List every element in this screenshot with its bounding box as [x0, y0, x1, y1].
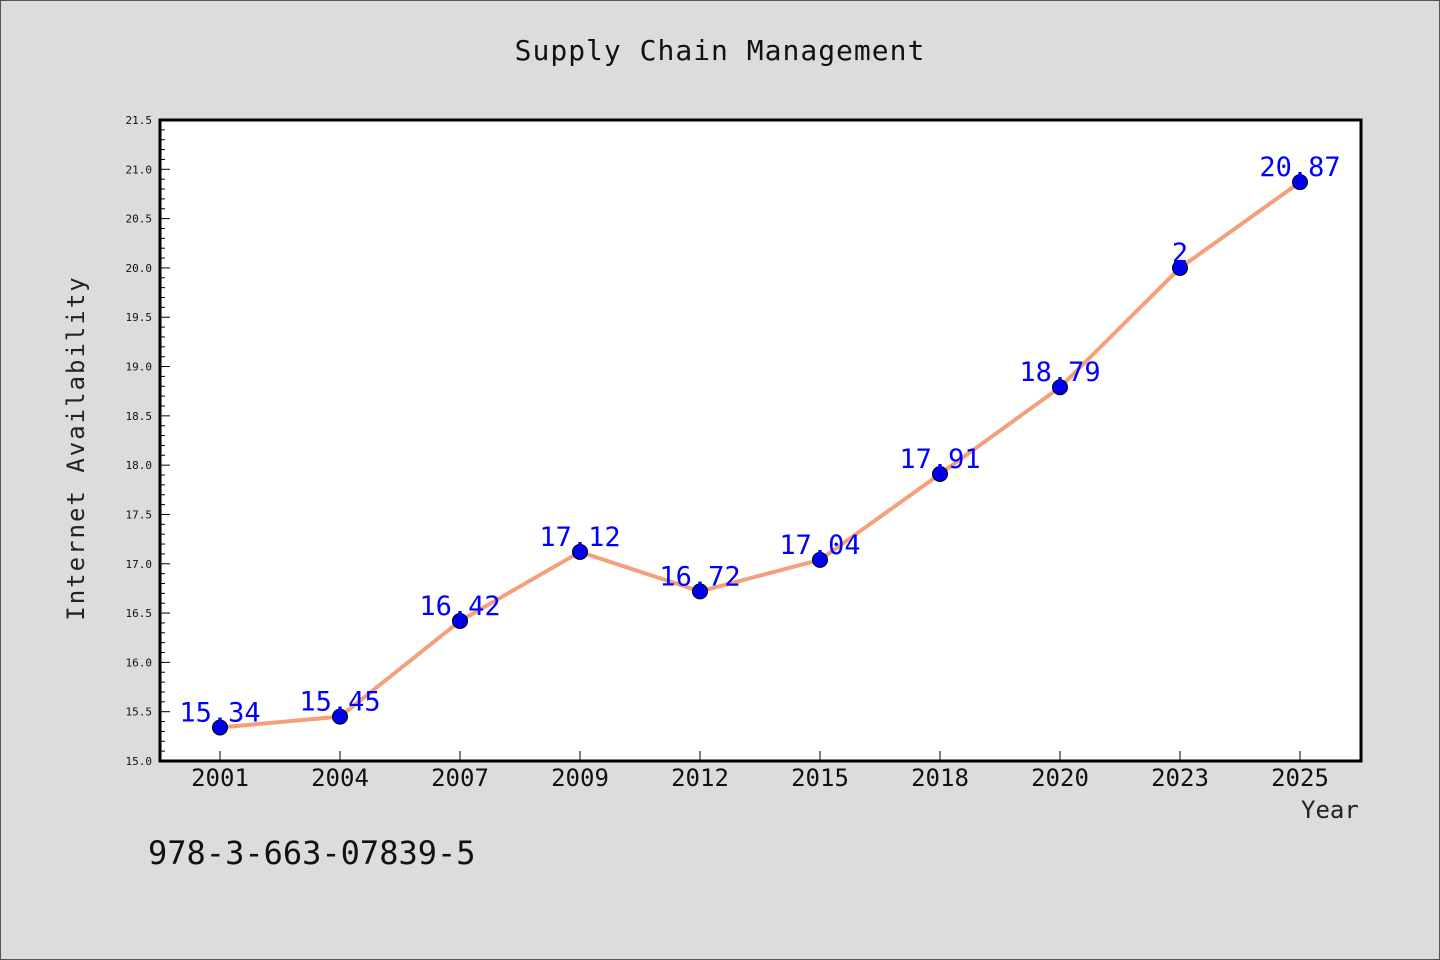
- x-tick-label: 2009: [551, 764, 609, 792]
- data-label: 16.72: [659, 561, 740, 592]
- y-tick-label: 19.5: [126, 311, 153, 324]
- x-axis: 2001 2004 2007 2009 2012 2015 2018 2020 2023 2025: [191, 751, 1329, 792]
- data-point: [1292, 174, 1308, 191]
- data-point: [212, 719, 228, 736]
- y-tick-label: 21.0: [126, 163, 153, 176]
- data-label: 16.42: [419, 591, 500, 622]
- y-tick-label: 15.0: [126, 755, 153, 768]
- data-point: [1172, 259, 1188, 276]
- y-tick-label: 20.5: [126, 213, 153, 226]
- x-tick-label: 2023: [1151, 764, 1209, 792]
- data-point: [812, 551, 828, 568]
- x-tick-label: 2020: [1031, 764, 1089, 792]
- data-label: 17.04: [779, 530, 860, 561]
- data-point: [1052, 379, 1068, 396]
- y-tick-label: 19.0: [126, 361, 153, 374]
- y-tick-label: 18.0: [126, 459, 153, 472]
- data-label: 20.87: [1259, 152, 1340, 183]
- chart-title: Supply Chain Management: [514, 34, 926, 67]
- y-tick-label: 21.5: [126, 114, 153, 127]
- x-tick-label: 2001: [191, 764, 249, 792]
- data-label: 15.45: [299, 687, 380, 718]
- x-tick-label: 2012: [671, 764, 729, 792]
- x-tick-label: 2015: [791, 764, 849, 792]
- x-axis-label: Year: [1301, 796, 1359, 824]
- plot-area: [158, 118, 1363, 763]
- data-label: 15.34: [179, 697, 260, 728]
- data-point: [692, 583, 708, 600]
- y-tick-label: 18.5: [126, 410, 153, 423]
- y-tick-label: 15.5: [126, 706, 153, 719]
- x-tick-label: 2018: [911, 764, 969, 792]
- data-point: [932, 466, 948, 483]
- data-label: 17.91: [899, 444, 980, 475]
- data-point: [572, 543, 588, 560]
- data-label: 18.79: [1019, 357, 1100, 388]
- x-tick-label: 2025: [1271, 764, 1329, 792]
- y-tick-label: 16.0: [126, 656, 153, 669]
- x-tick-label: 2007: [431, 764, 489, 792]
- y-tick-label: 16.5: [126, 607, 153, 620]
- y-axis: 15.0 15.5 16.0 16.5 17.0 17.5 18.0 18.5 19.0 19.5…: [126, 114, 170, 768]
- series-layer: 15.34 15.45 16.42 17.12 16.72 17.04 17.91 18.79…: [179, 152, 1341, 736]
- y-tick-label: 17.5: [126, 508, 153, 521]
- data-label: 17.12: [539, 522, 620, 553]
- data-point: [452, 612, 468, 629]
- series-line: [218, 180, 1302, 730]
- data-label: 2: [1172, 238, 1188, 269]
- y-tick-label: 17.0: [126, 558, 153, 571]
- y-axis-label: Internet Availability: [62, 275, 90, 621]
- data-point: [332, 708, 348, 725]
- x-tick-label: 2004: [311, 764, 369, 792]
- y-tick-label: 20.0: [126, 262, 153, 275]
- footer-code: 978-3-663-07839-5: [148, 834, 476, 872]
